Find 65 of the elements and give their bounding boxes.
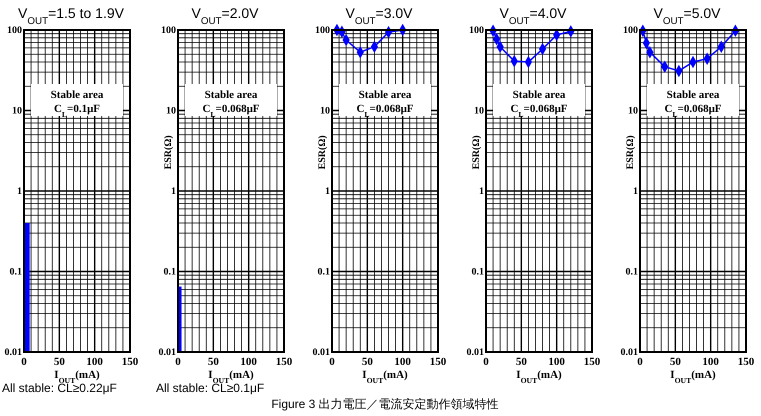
y-tick-label: 1 <box>325 186 330 197</box>
x-tick-label: 50 <box>362 356 374 368</box>
x-tick-label: 0 <box>329 356 336 368</box>
chart-title: V$_{OUT}$=4.0V <box>499 5 568 26</box>
annotation: Stable area <box>50 89 104 101</box>
y-tick-label: 0.1 <box>164 266 176 278</box>
x-tick-label: 150 <box>276 356 293 368</box>
y-tick-label: 10 <box>474 106 484 116</box>
annotation: Stable area <box>666 89 720 101</box>
y-tick-label: 1 <box>633 186 638 197</box>
chart-title: V$_{OUT}$=1.5 to 1.9V <box>18 5 125 26</box>
y-tick-label: 0.1 <box>10 266 22 278</box>
x-tick-label: 100 <box>240 356 258 368</box>
y-tick-label: 0.01 <box>4 347 22 358</box>
x-tick-label: 0 <box>483 356 490 368</box>
y-tick-label: 10 <box>320 106 330 116</box>
x-axis-title: I$_{OUT}$(mA) <box>54 369 100 384</box>
x-axis-title: I$_{OUT}$(mA) <box>670 369 716 384</box>
x-tick-label: 100 <box>702 356 720 368</box>
y-tick-label: 1 <box>17 186 22 197</box>
y-tick-label: 100 <box>7 25 22 36</box>
x-tick-label: 50 <box>54 356 66 368</box>
x-tick-label: 150 <box>584 356 601 368</box>
y-tick-label: 0.1 <box>472 266 484 278</box>
y-tick-label: 100 <box>469 25 484 36</box>
y-axis-title: ESR(Ω) <box>163 135 174 170</box>
annotation: Stable area <box>512 89 566 101</box>
x-tick-label: 100 <box>394 356 412 368</box>
chart-title: V$_{OUT}$=2.0V <box>191 5 260 26</box>
x-tick-label: 50 <box>208 356 220 368</box>
y-tick-label: 10 <box>166 106 176 116</box>
annotation: Stable area <box>204 89 258 101</box>
x-tick-label: 150 <box>738 356 755 368</box>
y-tick-label: 10 <box>628 106 638 116</box>
y-tick-label: 10 <box>12 106 22 116</box>
x-tick-label: 150 <box>430 356 447 368</box>
y-axis-title: ESR(Ω) <box>471 135 482 170</box>
y-axis-title: ESR(Ω) <box>317 135 328 170</box>
y-tick-label: 0.01 <box>466 347 484 358</box>
y-axis-title: ESR(Ω) <box>625 135 636 170</box>
y-tick-label: 100 <box>315 25 330 36</box>
y-tick-label: 0.01 <box>312 347 330 358</box>
x-tick-label: 0 <box>175 356 182 368</box>
x-tick-label: 50 <box>670 356 682 368</box>
y-tick-label: 0.01 <box>620 347 638 358</box>
y-tick-label: 0.1 <box>318 266 330 278</box>
x-tick-label: 0 <box>637 356 644 368</box>
x-tick-label: 50 <box>516 356 528 368</box>
y-tick-label: 0.1 <box>626 266 638 278</box>
chart-title: V$_{OUT}$=3.0V <box>345 5 414 26</box>
y-tick-label: 1 <box>479 186 484 197</box>
x-axis-title: I$_{OUT}$(mA) <box>516 369 562 384</box>
x-tick-label: 0 <box>21 356 28 368</box>
chart-title: V$_{OUT}$=5.0V <box>653 5 722 26</box>
x-tick-label: 100 <box>86 356 104 368</box>
x-axis-title: I$_{OUT}$(mA) <box>362 369 408 384</box>
x-tick-label: 150 <box>122 356 139 368</box>
y-tick-label: 0.01 <box>158 347 176 358</box>
annotation: Stable area <box>358 89 412 101</box>
y-tick-label: 1 <box>171 186 176 197</box>
x-axis-title: I$_{OUT}$(mA) <box>208 369 254 384</box>
y-tick-label: 100 <box>623 25 638 36</box>
x-tick-label: 100 <box>548 356 566 368</box>
y-tick-label: 100 <box>161 25 176 36</box>
caption: Figure 3 出力電圧／電流安定動作領域特性 <box>271 397 499 411</box>
